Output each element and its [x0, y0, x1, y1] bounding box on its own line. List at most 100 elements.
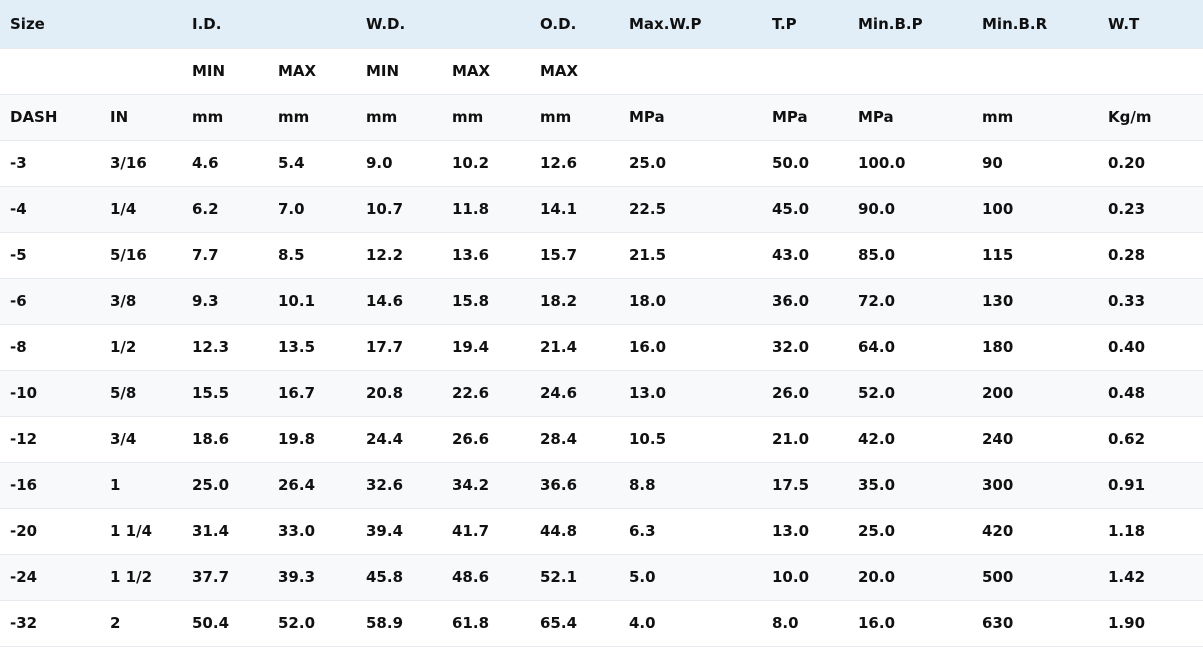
cell-od-max: 12.6	[530, 140, 619, 187]
cell-wd-min: 20.8	[356, 370, 442, 417]
cell-min-bp: 52.0	[848, 370, 972, 417]
cell-tp: 17.5	[762, 462, 848, 509]
cell-id-min: 50.4	[182, 600, 268, 647]
cell-wd-min: 17.7	[356, 324, 442, 371]
header-size: Size	[0, 0, 100, 49]
cell-min-bp: 25.0	[848, 508, 972, 555]
cell-wd-max: 15.8	[442, 278, 530, 325]
cell-dash: -8	[0, 324, 100, 371]
cell-od-max: 15.7	[530, 232, 619, 279]
unit-cell: MPa	[619, 94, 762, 141]
cell-id-min: 12.3	[182, 324, 268, 371]
cell-min-br: 200	[972, 370, 1098, 417]
cell-id-max: 52.0	[268, 600, 356, 647]
cell-tp: 32.0	[762, 324, 848, 371]
cell-wt: 1.90	[1098, 600, 1203, 647]
cell-wd-max: 19.4	[442, 324, 530, 371]
cell-max-wp: 22.5	[619, 186, 762, 233]
header-blank	[100, 0, 182, 49]
cell-wd-max: 10.2	[442, 140, 530, 187]
cell-tp: 21.0	[762, 416, 848, 463]
header-blank	[442, 0, 530, 49]
cell-dash: -5	[0, 232, 100, 279]
cell-max-wp: 16.0	[619, 324, 762, 371]
cell-id-min: 37.7	[182, 554, 268, 601]
subheader-wd-min: MIN	[356, 48, 442, 95]
header-min-bp: Min.B.P	[848, 0, 972, 49]
cell-wd-min: 24.4	[356, 416, 442, 463]
cell-max-wp: 13.0	[619, 370, 762, 417]
subheader-cell	[848, 48, 972, 95]
header-title-row: Size I.D. W.D. O.D. Max.W.P T.P Min.B.P …	[0, 0, 1203, 49]
cell-wt: 0.20	[1098, 140, 1203, 187]
cell-in: 3/16	[100, 140, 182, 187]
cell-tp: 36.0	[762, 278, 848, 325]
unit-in: IN	[100, 94, 182, 141]
cell-tp: 50.0	[762, 140, 848, 187]
cell-od-max: 52.1	[530, 554, 619, 601]
header-od: O.D.	[530, 0, 619, 49]
unit-cell: mm	[530, 94, 619, 141]
cell-wt: 1.42	[1098, 554, 1203, 601]
cell-od-max: 24.6	[530, 370, 619, 417]
cell-min-br: 90	[972, 140, 1098, 187]
unit-cell: mm	[268, 94, 356, 141]
cell-max-wp: 10.5	[619, 416, 762, 463]
cell-wd-min: 10.7	[356, 186, 442, 233]
header-wt: W.T	[1098, 0, 1203, 49]
cell-tp: 10.0	[762, 554, 848, 601]
table-row: -10 5/8 15.5 16.7 20.8 22.6 24.6 13.0 26.0 52.0 20…	[0, 370, 1203, 417]
cell-min-br: 180	[972, 324, 1098, 371]
cell-min-bp: 72.0	[848, 278, 972, 325]
subheader-id-max: MAX	[268, 48, 356, 95]
subheader-cell	[0, 48, 100, 95]
header-minmax-row: MIN MAX MIN MAX MAX	[0, 48, 1203, 95]
cell-id-max: 5.4	[268, 140, 356, 187]
cell-min-bp: 90.0	[848, 186, 972, 233]
cell-id-min: 6.2	[182, 186, 268, 233]
cell-id-min: 9.3	[182, 278, 268, 325]
unit-cell: mm	[182, 94, 268, 141]
subheader-id-min: MIN	[182, 48, 268, 95]
cell-min-bp: 100.0	[848, 140, 972, 187]
cell-in: 1	[100, 462, 182, 509]
cell-wt: 0.23	[1098, 186, 1203, 233]
header-unit-row: DASH IN mm mm mm mm mm MPa MPa MPa mm Kg…	[0, 94, 1203, 141]
cell-tp: 8.0	[762, 600, 848, 647]
subheader-cell	[1098, 48, 1203, 95]
cell-wt: 1.18	[1098, 508, 1203, 555]
cell-dash: -10	[0, 370, 100, 417]
header-blank	[268, 0, 356, 49]
cell-dash: -12	[0, 416, 100, 463]
cell-max-wp: 6.3	[619, 508, 762, 555]
cell-od-max: 65.4	[530, 600, 619, 647]
unit-cell: MPa	[762, 94, 848, 141]
cell-dash: -6	[0, 278, 100, 325]
cell-in: 2	[100, 600, 182, 647]
cell-in: 3/4	[100, 416, 182, 463]
cell-id-min: 15.5	[182, 370, 268, 417]
cell-wd-min: 39.4	[356, 508, 442, 555]
cell-dash: -16	[0, 462, 100, 509]
table-row: -32 2 50.4 52.0 58.9 61.8 65.4 4.0 8.0 16.0 630 1.9…	[0, 600, 1203, 647]
cell-id-max: 13.5	[268, 324, 356, 371]
cell-wd-min: 14.6	[356, 278, 442, 325]
cell-id-max: 10.1	[268, 278, 356, 325]
subheader-cell	[972, 48, 1098, 95]
cell-wt: 0.33	[1098, 278, 1203, 325]
cell-id-max: 33.0	[268, 508, 356, 555]
cell-wd-min: 9.0	[356, 140, 442, 187]
cell-wt: 0.62	[1098, 416, 1203, 463]
cell-wd-min: 32.6	[356, 462, 442, 509]
cell-max-wp: 4.0	[619, 600, 762, 647]
table-row: -16 1 25.0 26.4 32.6 34.2 36.6 8.8 17.5 35.0 300 0.…	[0, 462, 1203, 509]
cell-id-max: 39.3	[268, 554, 356, 601]
cell-wt: 0.91	[1098, 462, 1203, 509]
cell-id-max: 26.4	[268, 462, 356, 509]
cell-wd-max: 41.7	[442, 508, 530, 555]
cell-wd-min: 12.2	[356, 232, 442, 279]
table-row: -12 3/4 18.6 19.8 24.4 26.6 28.4 10.5 21.0 42.0 24…	[0, 416, 1203, 463]
cell-in: 5/16	[100, 232, 182, 279]
unit-dash: DASH	[0, 94, 100, 141]
cell-tp: 26.0	[762, 370, 848, 417]
